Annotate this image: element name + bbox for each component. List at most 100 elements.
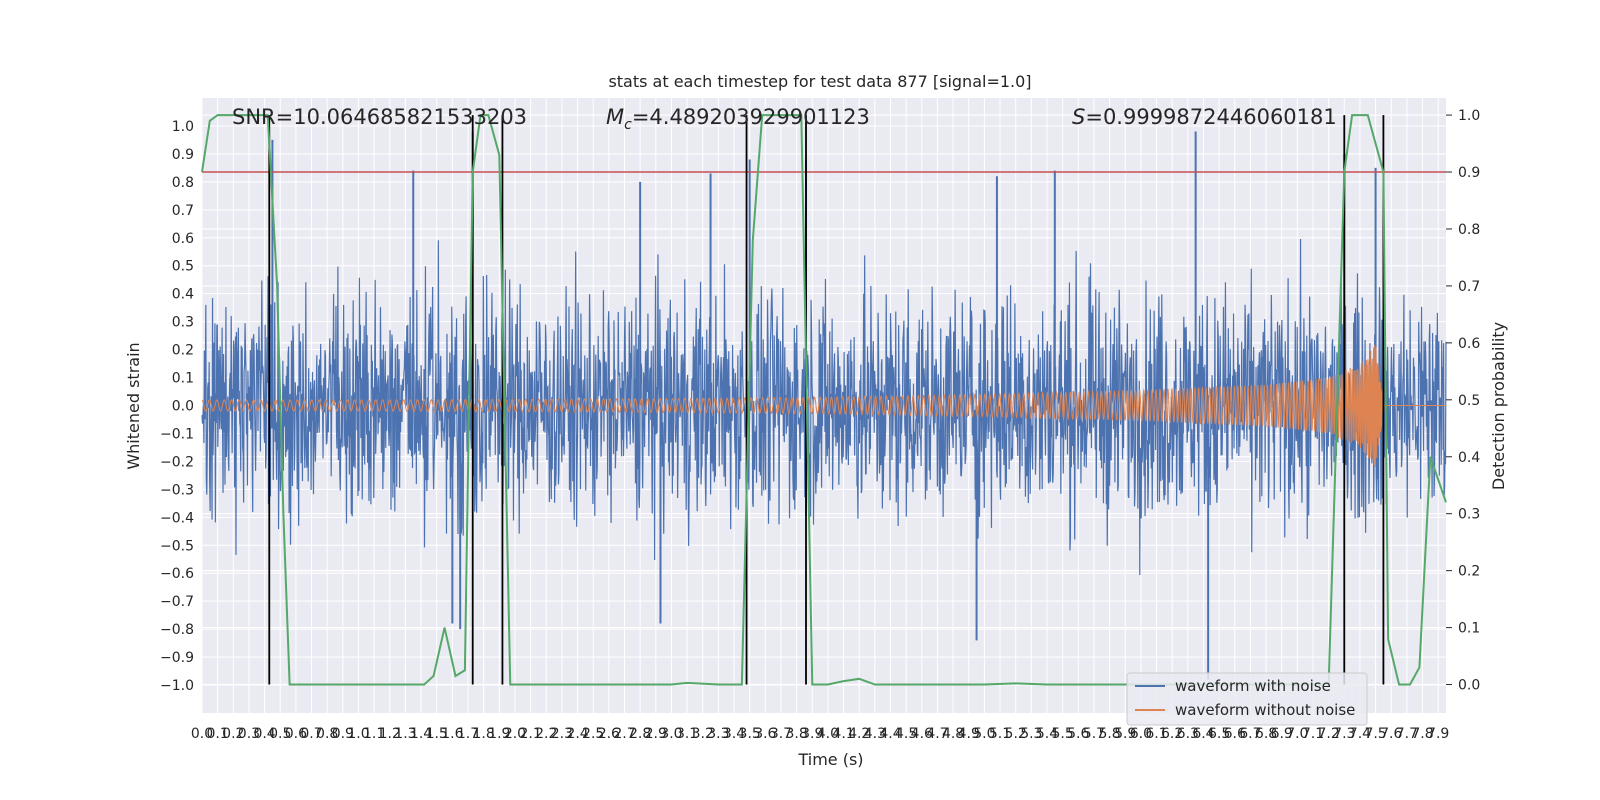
x-tick-label: 5.6	[1067, 726, 1089, 742]
y2-tick-label: 0.5	[1458, 393, 1480, 409]
legend-box	[1126, 672, 1368, 726]
x-tick-label: 3.0	[660, 726, 682, 742]
x-tick-label: 6.1	[1145, 726, 1167, 742]
x-tick-label: 7.0	[1286, 726, 1308, 742]
x-tick-label: 5.9	[1114, 726, 1136, 742]
y-tick-label: 1.0	[172, 119, 194, 135]
x-tick-label: 6.4	[1192, 726, 1214, 742]
y-tick-label: −0.7	[160, 594, 194, 610]
x-tick-label: 1.0	[347, 726, 369, 742]
x-tick-label: 7.8	[1411, 726, 1433, 742]
x-tick-label: 5.3	[1020, 726, 1042, 742]
series-waveform-with-noise	[201, 131, 1447, 680]
y2-tick-label: 0.4	[1458, 450, 1480, 466]
legend-label-noisy: waveform with noise	[1175, 677, 1331, 695]
x-tick-label: 6.7	[1239, 726, 1261, 742]
x-tick-label: 1.5	[426, 726, 448, 742]
y-tick-label: 0.0	[172, 399, 194, 415]
x-tick-label: 2.7	[613, 726, 635, 742]
x-tick-label: 0.6	[285, 726, 307, 742]
chart-title: stats at each timestep for test data 877…	[608, 72, 1031, 91]
y-tick-label: −0.6	[160, 566, 194, 582]
x-tick-label: 7.1	[1302, 726, 1324, 742]
series-waveform-without-noise	[201, 345, 1446, 467]
x-tick-label: 6.3	[1177, 726, 1199, 742]
y2-tick-label: 0.6	[1458, 336, 1480, 352]
x-tick-label: 1.1	[363, 726, 385, 742]
x-tick-label: 6.6	[1224, 726, 1246, 742]
mc-subscript: c	[624, 117, 632, 133]
y-tick-label: −0.8	[160, 622, 194, 638]
y-tick-label: −0.2	[160, 454, 194, 470]
x-tick-label: 5.4	[1036, 726, 1058, 742]
y2-tick-label: 0.7	[1458, 279, 1480, 295]
x-tick-label: 3.2	[692, 726, 714, 742]
y-tick-label: 0.6	[172, 231, 194, 247]
x-tick-label: 4.3	[864, 726, 886, 742]
x-tick-label: 3.7	[770, 726, 792, 742]
noisy-waveform-trace	[201, 238, 1447, 575]
left-y-axis-ticks: 1.0 0.9 0.8 0.7 0.6 0.5 0.4 0.3 0.2 0.1 0.0 −0.1 −0.…	[160, 119, 194, 694]
mc-value: =4.489203929901123	[632, 105, 870, 129]
y-tick-label: 0.9	[172, 147, 194, 163]
x-tick-label: 7.6	[1380, 726, 1402, 742]
x-tick-label: 2.9	[645, 726, 667, 742]
x-tick-label: 1.8	[473, 726, 495, 742]
y-tick-label: −0.3	[160, 482, 194, 498]
x-tick-label: 1.3	[394, 726, 416, 742]
x-tick-label: 6.0	[1130, 726, 1152, 742]
s-annotation: S=0.9999872446060181	[1072, 105, 1337, 129]
y2-tick-label: 0.1	[1458, 621, 1480, 637]
x-tick-label: 2.0	[504, 726, 526, 742]
x-tick-label: 5.2	[1005, 726, 1027, 742]
x-tick-label: 2.4	[566, 726, 588, 742]
x-tick-label: 4.4	[879, 726, 901, 742]
x-tick-label: 5.7	[1083, 726, 1105, 742]
x-tick-label: 0.3	[238, 726, 260, 742]
x-tick-label: 3.3	[707, 726, 729, 742]
x-tick-label: 0.1	[207, 726, 229, 742]
noisy-waveform-peaks	[271, 131, 1377, 680]
x-tick-label: 3.9	[801, 726, 823, 742]
x-tick-label: 4.5	[895, 726, 917, 742]
x-tick-label: 5.5	[1051, 726, 1073, 742]
x-tick-label: 0.9	[332, 726, 354, 742]
x-tick-label: 5.8	[1098, 726, 1120, 742]
x-tick-label: 4.7	[926, 726, 948, 742]
mc-symbol: M	[606, 105, 624, 129]
y-tick-label: 0.4	[172, 287, 194, 303]
right-y-axis-ticks: 1.0 0.9 0.8 0.7 0.6 0.5 0.4 0.3 0.2 0.1 0.0	[1446, 108, 1480, 694]
x-tick-label: 3.5	[739, 726, 761, 742]
snr-annotation: SNR=10.064685821533203	[232, 105, 527, 129]
clean-waveform-trace	[201, 345, 1446, 467]
y2-tick-label: 0.0	[1458, 678, 1480, 694]
y2-tick-label: 0.9	[1458, 165, 1480, 181]
detection-probability-trace	[201, 114, 1447, 686]
x-tick-label: 1.9	[488, 726, 510, 742]
y-tick-label: −0.4	[160, 510, 194, 526]
x-tick-label: 2.1	[519, 726, 541, 742]
legend-label-clean: waveform without noise	[1175, 701, 1355, 719]
s-symbol: S	[1072, 105, 1085, 129]
y2-tick-label: 0.2	[1458, 564, 1480, 580]
x-tick-label: 4.2	[848, 726, 870, 742]
x-tick-label: 0.7	[300, 726, 322, 742]
x-tick-label: 2.8	[629, 726, 651, 742]
y-tick-label: 0.7	[172, 203, 194, 219]
x-tick-label: 0.4	[253, 726, 275, 742]
y2-axis-label: Detection probability	[1489, 322, 1508, 490]
y-axis-label: Whitened strain	[124, 342, 143, 469]
x-tick-label: 4.6	[911, 726, 933, 742]
mc-annotation: Mc=4.489203929901123	[606, 105, 870, 133]
y2-tick-label: 0.3	[1458, 507, 1480, 523]
x-tick-label: 3.8	[785, 726, 807, 742]
x-tick-label: 0.0	[191, 726, 213, 742]
y-tick-label: −1.0	[160, 678, 194, 694]
x-tick-label: 2.2	[535, 726, 557, 742]
x-tick-label: 7.5	[1364, 726, 1386, 742]
x-tick-label: 4.0	[817, 726, 839, 742]
series-detection-probability	[201, 114, 1447, 686]
y-tick-label: 0.8	[172, 175, 194, 191]
s-value: =0.9999872446060181	[1085, 105, 1336, 129]
y-tick-label: 0.5	[172, 259, 194, 275]
